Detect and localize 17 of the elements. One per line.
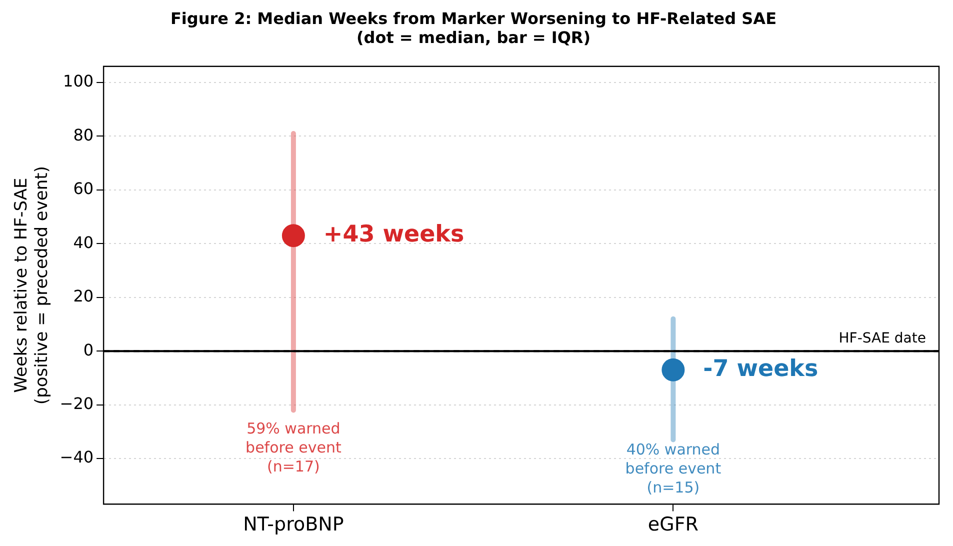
chart-title: Figure 2: Median Weeks from Marker Worsening to HF-Related SAE (dot = median, bar = IQR) xyxy=(170,8,776,47)
annotation: 59% warned before event (n=17) xyxy=(246,420,342,476)
y-tick-label: 60 xyxy=(73,179,94,198)
annotation: 40% warned before event (n=15) xyxy=(625,440,722,497)
y-axis-title: Weeks relative to HF-SAE (positive = preceded event) xyxy=(12,166,52,405)
y-tick-label: 80 xyxy=(73,125,94,144)
y-tick-label: 0 xyxy=(83,340,94,360)
annotation: -7 weeks xyxy=(703,356,818,382)
y-tick-label: 100 xyxy=(63,72,94,91)
y-tick-label: 40 xyxy=(73,232,94,252)
annotation: +43 weeks xyxy=(323,222,464,248)
y-tick-label: 20 xyxy=(73,286,94,306)
y-tick-label: −20 xyxy=(60,394,94,413)
x-tick-label: NT-proBNP xyxy=(243,514,344,536)
y-tick-label: −40 xyxy=(60,448,94,467)
ref-line-label: HF-SAE date xyxy=(838,330,926,347)
x-tick-label: eGFR xyxy=(648,514,698,536)
